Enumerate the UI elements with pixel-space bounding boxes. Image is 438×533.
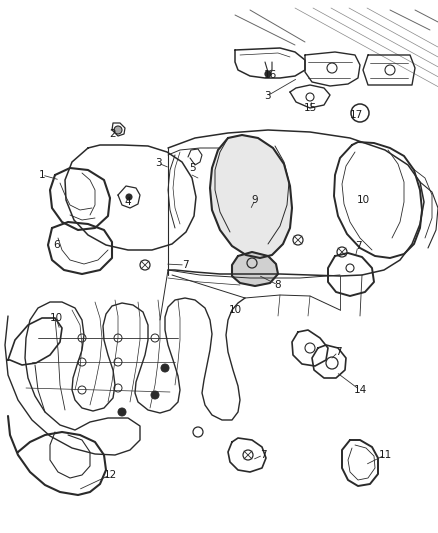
- Text: 6: 6: [54, 240, 60, 250]
- Text: 7: 7: [260, 450, 266, 460]
- Text: 7: 7: [355, 241, 361, 251]
- Text: 5: 5: [190, 163, 196, 173]
- Text: 12: 12: [103, 470, 117, 480]
- Text: 15: 15: [304, 103, 317, 113]
- Text: 10: 10: [357, 195, 370, 205]
- Text: 14: 14: [353, 385, 367, 395]
- Text: 16: 16: [263, 70, 277, 80]
- Polygon shape: [210, 135, 292, 258]
- Circle shape: [161, 364, 169, 372]
- Text: 10: 10: [229, 305, 242, 315]
- Circle shape: [265, 71, 271, 77]
- Circle shape: [114, 126, 122, 134]
- Text: 7: 7: [182, 260, 188, 270]
- Text: 11: 11: [378, 450, 392, 460]
- Text: 9: 9: [252, 195, 258, 205]
- Text: 1: 1: [39, 170, 45, 180]
- Circle shape: [151, 391, 159, 399]
- Polygon shape: [232, 252, 278, 286]
- Text: 3: 3: [155, 158, 161, 168]
- Text: 4: 4: [125, 197, 131, 207]
- Text: 2: 2: [110, 129, 117, 139]
- Text: 7: 7: [335, 347, 341, 357]
- Circle shape: [118, 408, 126, 416]
- Circle shape: [126, 194, 132, 200]
- Text: 17: 17: [350, 110, 363, 120]
- Text: 8: 8: [275, 280, 281, 290]
- Text: 10: 10: [49, 313, 63, 323]
- Text: 3: 3: [264, 91, 270, 101]
